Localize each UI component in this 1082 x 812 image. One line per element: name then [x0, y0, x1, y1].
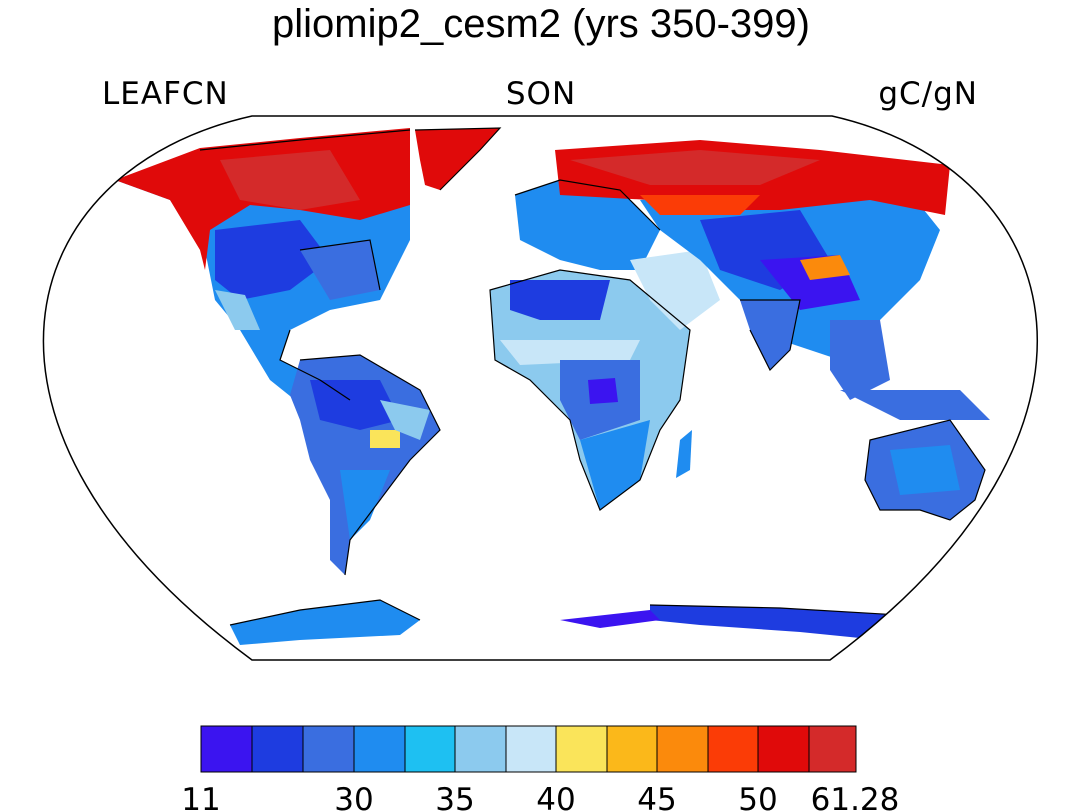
south-america-amazon [310, 380, 400, 430]
colorbar-box-7 [505, 725, 557, 773]
colorbar-label-1: 11 [181, 782, 220, 812]
antarctica-east [650, 605, 900, 640]
colorbar-label-6: 50 [738, 782, 777, 812]
colorbar-box-12 [757, 725, 810, 773]
sahara [510, 280, 610, 320]
southeast-asia [830, 320, 890, 400]
colorbar-label-7: 61.28 [811, 782, 900, 812]
north-america-southwest [215, 290, 260, 330]
colorbar-label-3: 35 [435, 782, 474, 812]
colorbar-box-6 [454, 725, 507, 773]
colorbar-box-10 [656, 725, 709, 773]
map-title: pliomip2_cesm2 (yrs 350-399) [271, 2, 810, 46]
southern-africa [580, 420, 650, 510]
coastlines [199, 127, 986, 626]
south-america-dry-patch [370, 430, 400, 448]
indonesia [840, 390, 990, 420]
siberia-core [570, 150, 820, 185]
boreal-transition [640, 195, 760, 215]
colorbar-box-11 [707, 725, 759, 773]
colorbar-box-1 [200, 725, 253, 773]
australia-interior [890, 445, 960, 495]
variable-label: LEAFCN [102, 76, 229, 112]
south-america-cerrado [380, 400, 430, 440]
colorbar-box-2 [251, 725, 304, 773]
middle-east [630, 250, 720, 330]
sahel [500, 340, 640, 365]
new-zealand [990, 510, 1035, 550]
colorbar-box-5 [404, 725, 456, 773]
south-america-south [340, 470, 390, 540]
north-america-east [300, 240, 380, 300]
globe-outline [42, 115, 1039, 661]
colorbar-label-4: 40 [536, 782, 575, 812]
units-label: gC/gN [878, 76, 978, 112]
canada-core [220, 150, 360, 210]
season-label: SON [505, 76, 577, 112]
colorbar-box-3 [302, 725, 355, 773]
colorbar-box-9 [606, 725, 658, 773]
antarctica-coast [560, 610, 660, 628]
congo-core [588, 378, 618, 404]
colorbar-box-8 [555, 725, 608, 773]
east-asia-band [800, 255, 850, 280]
colorbar-box-4 [353, 725, 406, 773]
greenland [415, 128, 500, 190]
madagascar [676, 430, 692, 478]
land-fields [115, 128, 1035, 645]
europe-base [515, 180, 660, 270]
north-america-midwest [215, 220, 330, 300]
colorbar-label-2: 30 [334, 782, 373, 812]
colorbar-label-5: 45 [637, 782, 676, 812]
colorbar-box-13 [808, 725, 857, 773]
colorbar: 11 30 35 40 45 50 61.28 [181, 725, 900, 812]
india [740, 300, 800, 370]
antarctica-west [230, 600, 420, 645]
